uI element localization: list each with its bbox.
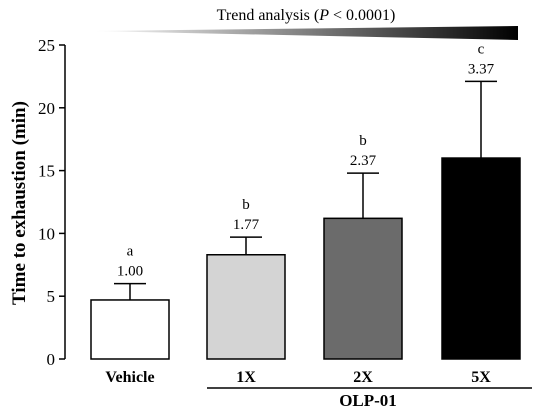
- fold-change-label: 1.00: [117, 264, 143, 280]
- significance-letter: b: [242, 197, 250, 213]
- y-tick-label: 20: [38, 99, 55, 118]
- bar-1x: [206, 254, 286, 360]
- category-label: 2X: [353, 369, 373, 386]
- category-label: Vehicle: [105, 369, 154, 386]
- y-tick-label: 25: [38, 36, 55, 55]
- bar-2x: [323, 217, 403, 360]
- bars-group: [90, 80, 521, 360]
- y-tick-label: 10: [38, 224, 55, 243]
- category-label: 1X: [236, 369, 256, 386]
- y-tick-label: 0: [47, 350, 56, 369]
- significance-letter: b: [359, 133, 367, 149]
- significance-letter: c: [478, 41, 485, 57]
- axes: 0 5 10 15 20 25: [38, 36, 66, 369]
- y-tick-label: 5: [47, 287, 56, 306]
- fold-change-label: 2.37: [350, 153, 377, 169]
- fold-change-label: 1.77: [233, 217, 260, 233]
- bar-vehicle: [90, 299, 170, 360]
- y-tick-label: 15: [38, 162, 55, 181]
- group-label: OLP-01: [339, 391, 397, 410]
- category-label: 5X: [471, 369, 491, 386]
- fold-change-label: 3.37: [468, 61, 495, 77]
- bar-5x: [441, 157, 521, 360]
- y-axis-label: Time to exhaustion (min): [9, 101, 30, 305]
- trend-gradient-wedge: [92, 26, 518, 40]
- trend-analysis-label: Trend analysis (P < 0.0001): [217, 7, 396, 24]
- labels-group: 1.00 a Vehicle 1.77 b 1X 2.37 b 2X 3.37 c 5X OLP-01: [105, 41, 532, 410]
- significance-letter: a: [127, 244, 134, 260]
